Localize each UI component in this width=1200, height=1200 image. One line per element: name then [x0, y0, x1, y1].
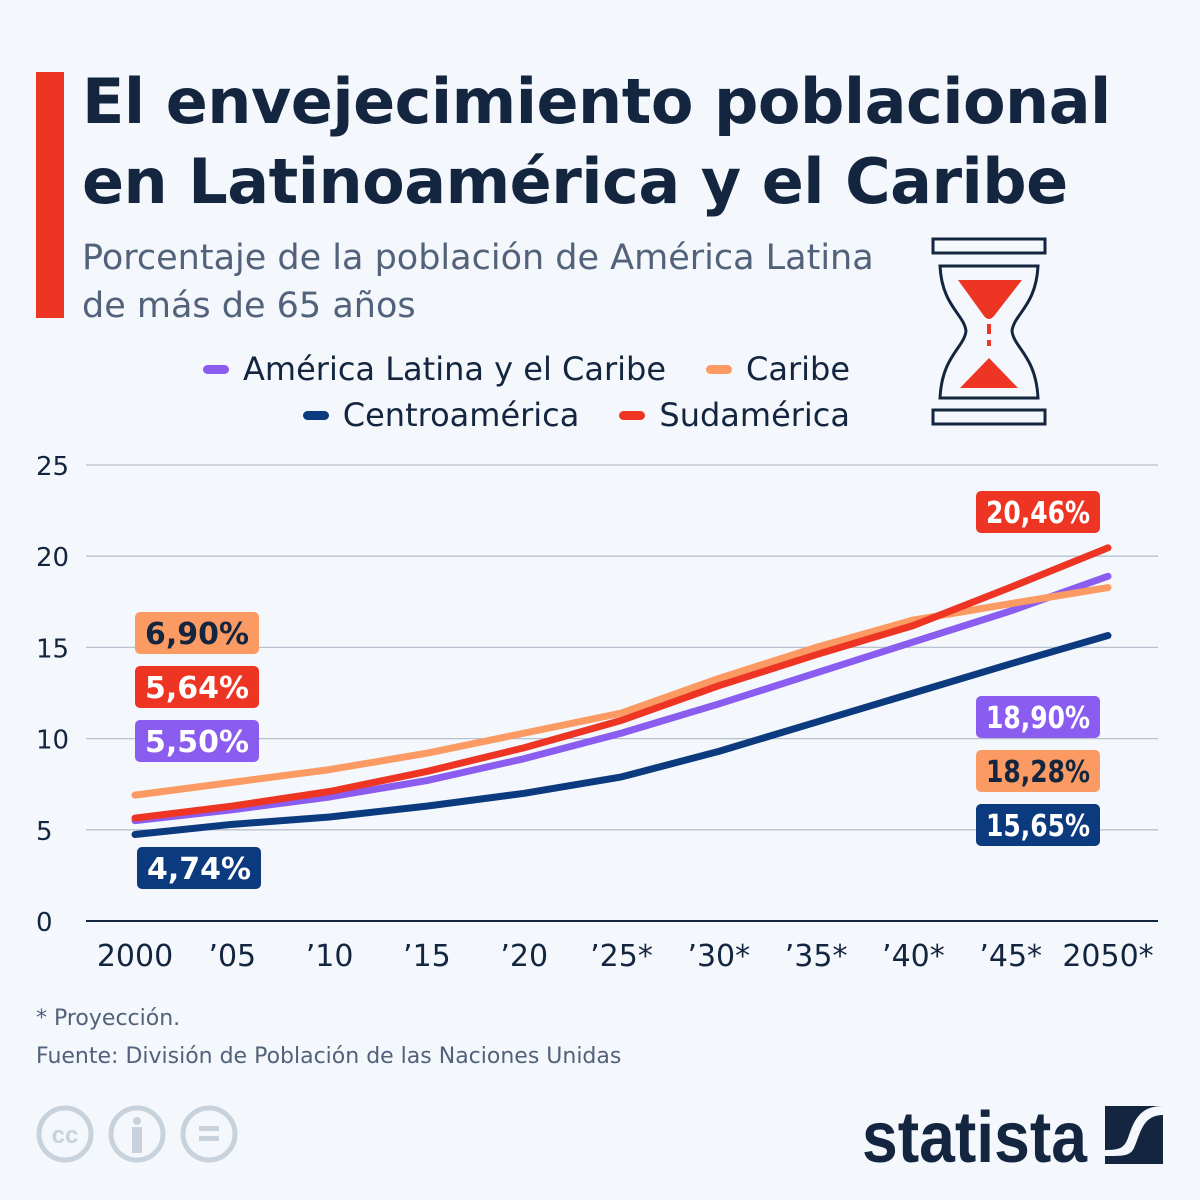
license-icons: cc	[36, 1105, 238, 1163]
x-tick-label: ’35*	[785, 939, 848, 974]
statista-logo: statista	[862, 1100, 1163, 1170]
x-tick-label: ’20	[500, 939, 548, 974]
page-title: El envejecimiento poblacional en Latinoam…	[82, 62, 1132, 222]
data-label: 4,74%	[147, 852, 251, 887]
data-label-box	[976, 804, 1100, 846]
no-derivatives-icon[interactable]	[180, 1105, 238, 1163]
source-text: Fuente: División de Población de las Nac…	[36, 1044, 622, 1069]
x-tick-label: 2050*	[1062, 939, 1153, 974]
x-tick-label: 2000	[97, 939, 173, 974]
series-line	[131, 544, 1112, 822]
legend-item-caribe: Caribe	[706, 350, 850, 388]
series-line	[131, 632, 1112, 839]
projection-note: * Proyección.	[36, 1006, 181, 1031]
legend: América Latina y el Caribe Caribe Centro…	[150, 346, 850, 438]
legend-swatch	[619, 410, 646, 420]
svg-text:statista: statista	[862, 1100, 1088, 1170]
subtitle: Porcentaje de la población de América La…	[82, 234, 942, 330]
svg-text:cc: cc	[52, 1122, 79, 1149]
y-tick-label: 15	[36, 634, 69, 664]
data-label-box	[137, 847, 261, 889]
y-tick-label: 5	[36, 817, 53, 847]
series-line	[131, 572, 1112, 825]
y-tick-label: 25	[36, 452, 69, 482]
x-tick-label: ’15	[403, 939, 451, 974]
x-tick-label: ’45*	[979, 939, 1042, 974]
data-label-box	[135, 612, 259, 654]
line-chart: 0 5 10 15 20 25 2000 ’05 ’10 ’15 ’20 ’25* ’30* ’35* ’4…	[36, 452, 1158, 974]
hourglass-icon	[931, 237, 1047, 426]
y-tick-label: 20	[36, 543, 69, 573]
legend-label: Caribe	[746, 350, 850, 388]
data-label-box	[976, 750, 1100, 792]
x-tick-label: ’40*	[882, 939, 945, 974]
legend-swatch	[302, 410, 329, 420]
cc-icon[interactable]: cc	[36, 1105, 94, 1163]
data-label-box	[135, 720, 259, 762]
accent-bar	[36, 72, 64, 318]
data-label: 18,90%	[986, 701, 1090, 736]
legend-label: Sudamérica	[659, 396, 850, 434]
data-label: 15,65%	[986, 809, 1090, 844]
title-line-2: en Latinoamérica y el Caribe	[82, 145, 1068, 218]
legend-item-sudamerica: Sudamérica	[619, 396, 850, 434]
data-label: 5,50%	[145, 725, 249, 760]
data-label-box	[976, 491, 1100, 533]
data-label: 5,64%	[145, 671, 249, 706]
data-label: 6,90%	[145, 617, 249, 652]
legend-item-centroamerica: Centroamérica	[302, 396, 580, 434]
legend-swatch	[203, 364, 230, 374]
title-line-1: El envejecimiento poblacional	[82, 65, 1111, 138]
y-tick-label: 10	[36, 726, 69, 756]
data-label-box	[976, 696, 1100, 738]
subtitle-line-2: de más de 65 años	[82, 286, 416, 326]
x-tick-label: ’30*	[687, 939, 750, 974]
legend-swatch	[706, 364, 732, 374]
footnotes: * Proyección. Fuente: División de Poblac…	[36, 1000, 621, 1076]
x-tick-label: ’25*	[590, 939, 653, 974]
y-tick-label: 0	[36, 908, 53, 938]
x-tick-label: ’05	[208, 939, 256, 974]
legend-label: América Latina y el Caribe	[243, 350, 666, 388]
series-line	[131, 584, 1112, 799]
data-label: 20,46%	[986, 496, 1090, 531]
legend-item-america-latina: América Latina y el Caribe	[203, 350, 666, 388]
data-label: 18,28%	[986, 755, 1090, 790]
legend-label: Centroamérica	[342, 396, 580, 434]
x-tick-label: ’10	[306, 939, 354, 974]
data-label-box	[135, 666, 259, 708]
attribution-icon[interactable]	[108, 1105, 166, 1163]
subtitle-line-1: Porcentaje de la población de América La…	[82, 238, 874, 278]
